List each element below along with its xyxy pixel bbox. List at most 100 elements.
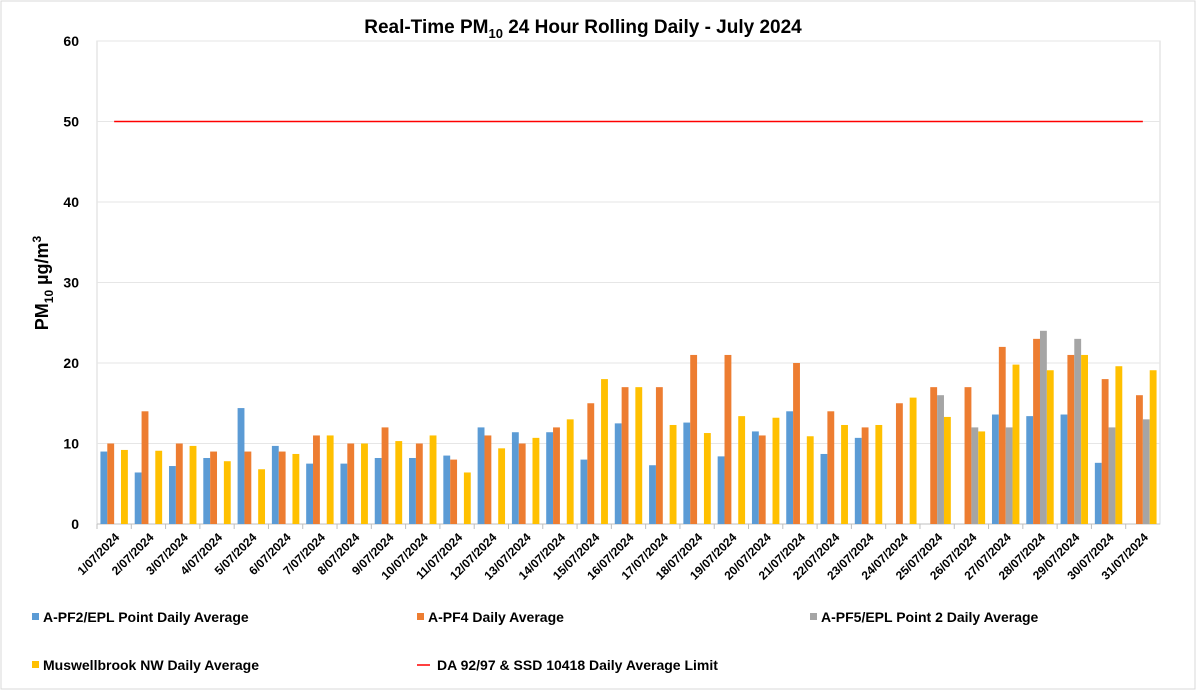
bar [415, 443, 423, 524]
bar [463, 472, 471, 524]
y-tick-label: 60 [63, 33, 79, 49]
bar [134, 472, 142, 524]
bar [964, 387, 972, 524]
bar [498, 448, 506, 524]
legend-swatch [810, 613, 817, 620]
legend-label: DA 92/97 & SSD 10418 Daily Average Limit [437, 657, 718, 673]
bar [875, 424, 883, 524]
bar [895, 403, 903, 524]
bar [381, 427, 389, 524]
bar [724, 354, 732, 524]
label-part: PM [32, 303, 52, 330]
bar [292, 453, 300, 524]
bar [244, 451, 252, 524]
legend-label: A-PF4 Daily Average [428, 609, 564, 625]
legend-swatch [32, 661, 39, 668]
label-sup: 3 [30, 235, 44, 242]
bar [484, 435, 492, 524]
bar [477, 427, 485, 524]
legend-label: Muswellbrook NW Daily Average [43, 657, 259, 673]
bar [1081, 354, 1088, 524]
bar [361, 443, 368, 524]
bar [429, 435, 437, 524]
bar [587, 403, 595, 524]
y-axis-label: PM10 µg/m3 [30, 235, 56, 330]
bar [1074, 338, 1082, 524]
bar [971, 427, 979, 524]
bar [532, 437, 540, 524]
legend-label: A-PF5/EPL Point 2 Daily Average [821, 609, 1039, 625]
bar [271, 445, 279, 524]
bar [1149, 370, 1157, 524]
y-tick-label: 20 [63, 355, 79, 371]
y-tick-label: 30 [63, 275, 79, 291]
bar [306, 463, 314, 524]
bar [930, 387, 938, 524]
bar [854, 437, 862, 524]
bar [210, 451, 218, 524]
bar [121, 449, 128, 524]
legend-swatch [417, 613, 424, 620]
bar [175, 443, 183, 524]
bar [1012, 364, 1020, 524]
bar [861, 427, 869, 524]
bar [690, 354, 698, 524]
bar [1046, 370, 1054, 524]
bar [998, 346, 1006, 524]
bar [683, 422, 691, 524]
label-part: µg/m [32, 242, 52, 289]
y-tick-label: 40 [63, 194, 79, 210]
bar [518, 443, 526, 524]
bar [655, 387, 663, 524]
bar [1108, 427, 1116, 524]
bar [909, 397, 917, 524]
bar [991, 414, 999, 524]
bar [772, 417, 780, 524]
bar [1033, 338, 1040, 524]
y-tick-label: 10 [63, 436, 79, 452]
bar [1067, 354, 1075, 524]
bar [1039, 330, 1047, 524]
bar [553, 427, 560, 524]
bar [621, 387, 629, 524]
bar [1060, 414, 1068, 524]
bar [751, 431, 759, 524]
bar [827, 411, 835, 524]
bar [313, 435, 320, 524]
bar [580, 459, 588, 524]
bar [409, 457, 416, 524]
bar [258, 469, 266, 524]
bar [601, 379, 608, 524]
bar [107, 443, 115, 524]
bar [450, 459, 458, 524]
bar [793, 363, 800, 524]
bar [978, 431, 986, 524]
label-sub: 10 [42, 290, 56, 304]
bar [841, 424, 848, 524]
bar [1115, 366, 1123, 524]
bar [278, 451, 286, 524]
bar [703, 433, 711, 524]
bar [943, 416, 951, 524]
bar [237, 408, 245, 524]
bar [443, 455, 451, 524]
bar [1135, 395, 1143, 524]
bar [635, 387, 643, 524]
bar [223, 461, 231, 524]
bar [326, 435, 334, 524]
bar [347, 443, 355, 524]
title-part: 24 Hour Rolling Daily - July 2024 [503, 17, 802, 38]
bar [374, 457, 382, 524]
bar [155, 450, 163, 524]
bar [649, 465, 656, 524]
bar [169, 466, 176, 524]
bar [203, 457, 211, 524]
bar [1026, 416, 1034, 524]
bar [100, 451, 108, 524]
bar [340, 463, 348, 524]
bar [820, 453, 828, 524]
bar [546, 432, 554, 524]
bar [738, 416, 746, 524]
